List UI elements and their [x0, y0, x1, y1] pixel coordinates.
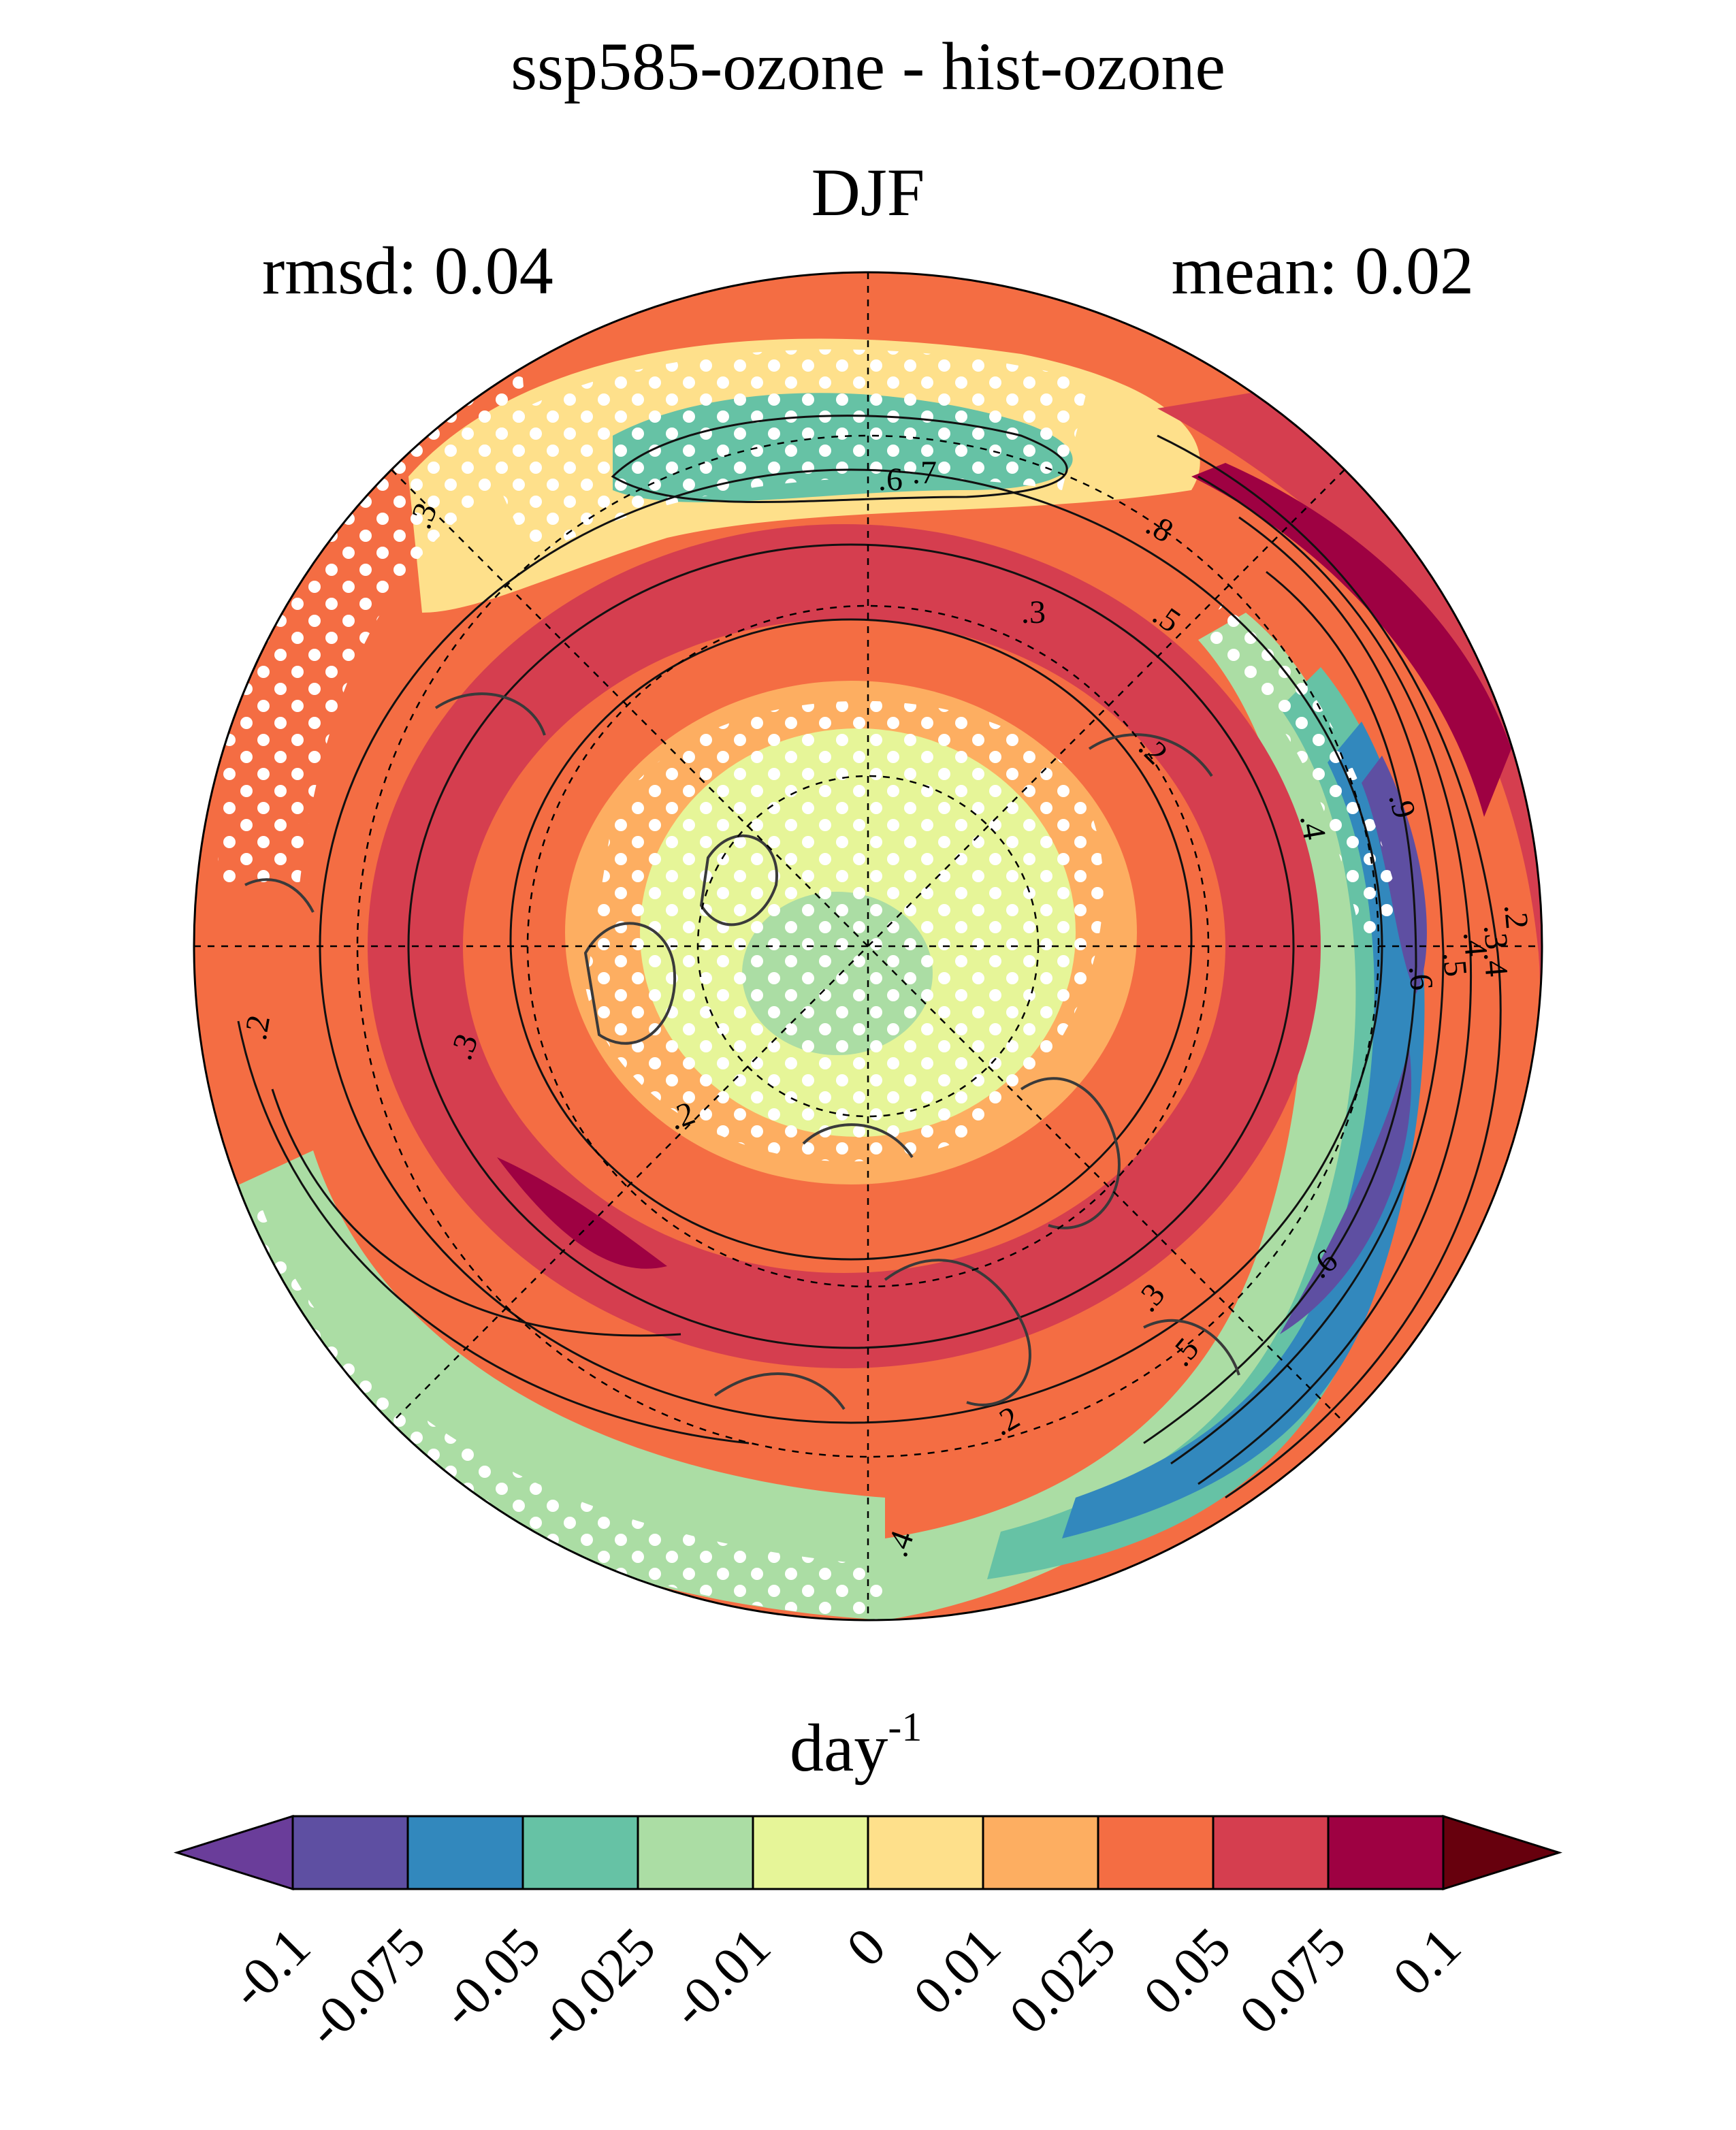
positive-edge-east	[1157, 340, 1542, 1566]
colorbar-tick-label: 0.01	[903, 1917, 1012, 2027]
colorbar-tick-label: -0.075	[295, 1917, 436, 2059]
colorbar-swatch	[291, 1815, 409, 1890]
season-subtitle: DJF	[811, 155, 925, 230]
coastlines	[244, 692, 1240, 1410]
contour-lines	[237, 415, 1502, 1499]
colorbar-tick-label: 0.025	[998, 1917, 1127, 2046]
colorbar-swatch	[752, 1815, 869, 1890]
contour-label: .2	[1497, 903, 1535, 930]
positive-edge-east-strong	[1191, 463, 1511, 817]
colorbar-units: day-1	[790, 1705, 922, 1787]
polar-map: .3 .6 .7 .8 .3 .5 .2 .9 .4 .6 .5 .4 .2 .…	[193, 271, 1543, 1621]
outer-band-west	[225, 1150, 885, 1620]
contour-label: .3	[1477, 923, 1515, 950]
mean-label: mean: 0.02	[1171, 233, 1474, 308]
rmsd-label: rmsd: 0.04	[262, 233, 553, 308]
colorbar-swatch	[637, 1815, 754, 1890]
colorbar-swatch	[1097, 1815, 1215, 1890]
graticule	[194, 272, 1542, 1620]
colorbar-swatches	[174, 1814, 1562, 1891]
stipple-north-band	[477, 349, 1089, 558]
colorbar-over-arrow	[1442, 1814, 1562, 1891]
colorbar-swatch	[982, 1815, 1099, 1890]
map-border	[193, 271, 1543, 1621]
stipple-east-band	[1198, 599, 1402, 939]
contour-label: .3	[1021, 594, 1046, 630]
colorbar-swatch	[521, 1815, 639, 1890]
colorbar-swatch	[867, 1815, 984, 1890]
contour-label: .5	[1436, 950, 1474, 978]
ring-positive-strong	[497, 1157, 667, 1269]
units-exponent: -1	[888, 1704, 922, 1749]
colorbar-tick-label: 0.1	[1382, 1917, 1473, 2007]
colorbar-under-arrow	[174, 1814, 294, 1891]
stipple-pole	[585, 700, 1104, 1162]
jet-core-east	[1362, 756, 1427, 994]
colorbar-tick-label: 0.05	[1133, 1917, 1242, 2027]
contour-label: .4	[1477, 950, 1515, 978]
colorbar-tick-label: 0	[835, 1917, 897, 1979]
colorbar-swatch	[1212, 1815, 1330, 1890]
contour-label: .4	[1456, 930, 1494, 957]
contour-label: .7	[912, 455, 937, 491]
colorbar-swatch	[1327, 1815, 1445, 1890]
colorbar-tick-label: -0.025	[525, 1917, 666, 2059]
colorbar-swatch	[406, 1815, 524, 1890]
units-base: day	[790, 1710, 888, 1786]
colorbar-tick-label: 0.075	[1228, 1917, 1357, 2046]
chart-title: ssp585-ozone - hist-ozone	[511, 29, 1225, 104]
jet-band-east-strong	[1062, 722, 1425, 1538]
contour-label: .6	[878, 462, 903, 498]
colorbar-ticks: -0.1-0.075-0.05-0.025-0.01 0 0.010.025 0.05…	[219, 1917, 1473, 2059]
colorbar-tick-label: -0.01	[660, 1917, 782, 2039]
contour-label: .6	[1402, 964, 1440, 991]
jet-core-east-lower	[1280, 1048, 1412, 1334]
